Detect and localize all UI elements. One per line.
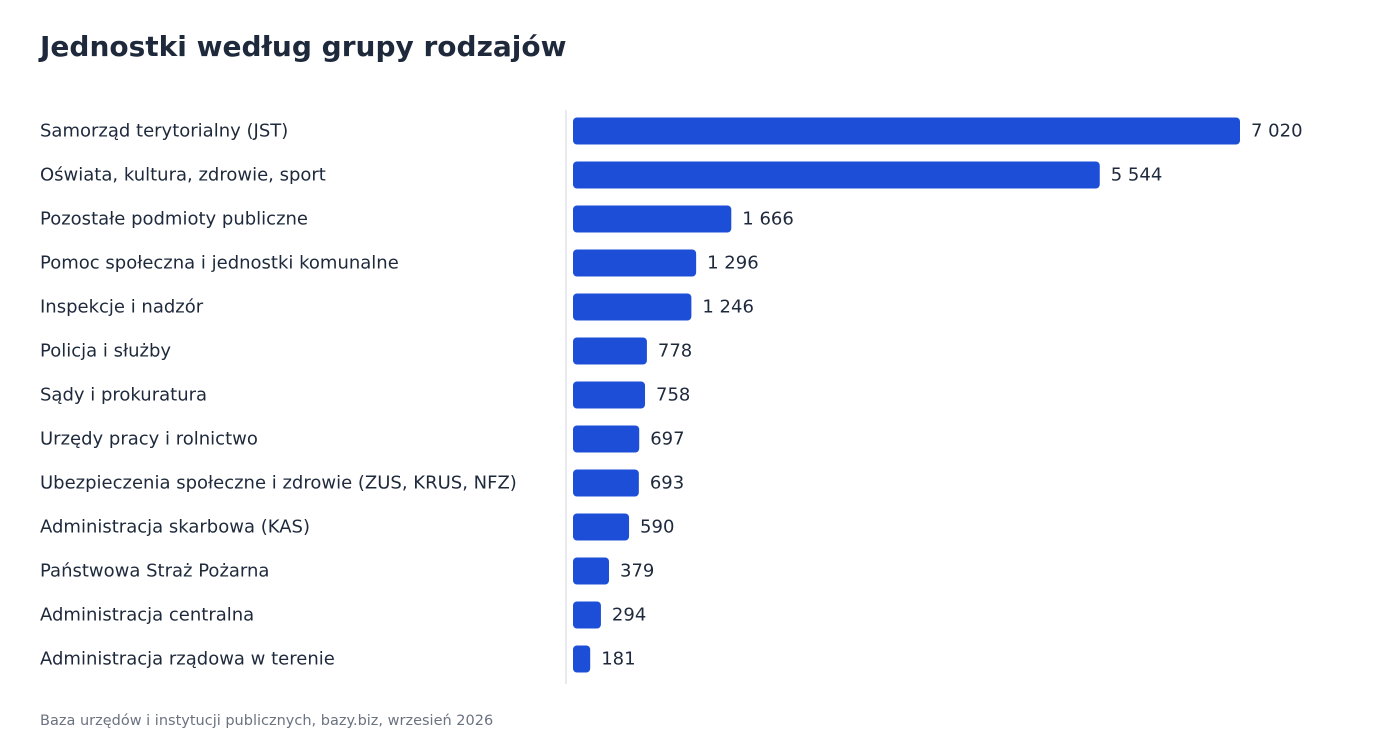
- category-label: Pozostałe podmioty publiczne: [40, 209, 308, 230]
- bar: [573, 117, 1240, 145]
- category-label: Państwowa Straż Pożarna: [40, 561, 269, 582]
- value-labels: 7 020 5 544 1 666 1 296 1 246 778 758 697 693 590…: [601, 121, 1302, 670]
- value-label: 7 020: [1251, 121, 1303, 142]
- bar: [573, 513, 630, 541]
- bars: [573, 117, 1240, 673]
- category-label: Inspekcje i nadzór: [40, 297, 204, 318]
- category-label: Administracja rządowa w terenie: [40, 649, 335, 670]
- chart-title: Jednostki według grupy rodzajów: [40, 30, 567, 63]
- category-label: Samorząd terytorialny (JST): [40, 121, 288, 142]
- value-label: 778: [658, 341, 692, 362]
- category-label: Policja i służby: [40, 341, 171, 362]
- bar: [573, 381, 646, 409]
- value-label: 758: [656, 385, 690, 406]
- category-label: Pomoc społeczna i jednostki komunalne: [40, 253, 399, 274]
- bar: [573, 161, 1100, 189]
- value-label: 693: [650, 473, 684, 494]
- category-label: Oświata, kultura, zdrowie, sport: [40, 165, 326, 186]
- category-label: Administracja centralna: [40, 605, 254, 626]
- source-note: Baza urzędów i instytucji publicznych, b…: [40, 713, 494, 729]
- bar: [573, 469, 639, 497]
- value-label: 590: [640, 517, 674, 538]
- bar: [573, 557, 610, 585]
- category-label: Urzędy pracy i rolnictwo: [40, 429, 258, 450]
- bar: [573, 645, 591, 673]
- bar: [573, 601, 601, 629]
- bar: [573, 425, 640, 453]
- category-labels: Samorząd terytorialny (JST) Oświata, kult…: [40, 121, 517, 670]
- bar: [573, 337, 647, 365]
- value-label: 697: [650, 429, 684, 450]
- value-label: 181: [601, 649, 635, 670]
- value-label: 379: [620, 561, 654, 582]
- value-label: 1 246: [702, 297, 754, 318]
- category-label: Sądy i prokuratura: [40, 385, 207, 406]
- bar: [573, 249, 697, 277]
- value-label: 1 296: [707, 253, 759, 274]
- category-label: Administracja skarbowa (KAS): [40, 517, 310, 538]
- value-label: 294: [612, 605, 646, 626]
- bar: [573, 293, 692, 321]
- category-label: Ubezpieczenia społeczne i zdrowie (ZUS, …: [40, 473, 517, 494]
- bar: [573, 205, 732, 233]
- value-label: 1 666: [742, 209, 794, 230]
- value-label: 5 544: [1111, 165, 1163, 186]
